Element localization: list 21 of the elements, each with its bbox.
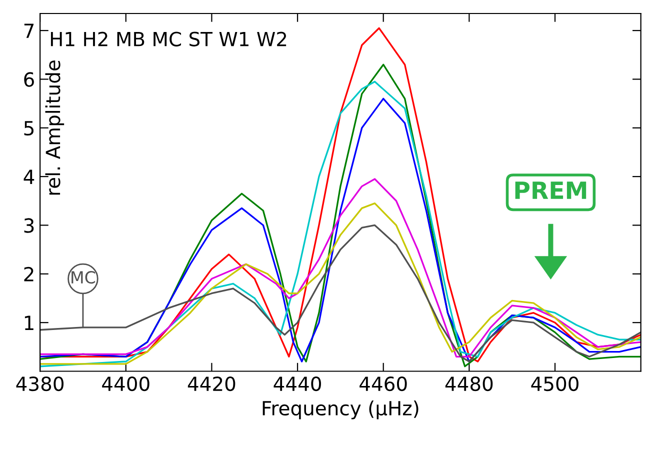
y-tick-label: 5 (24, 121, 34, 136)
y-axis-title: rel. Amplitude (45, 60, 64, 195)
annotation: H1 H2 MB MC ST W1 W2 (50, 32, 286, 46)
x-tick-label: 4500 (531, 376, 578, 392)
x-tick-label: 4420 (188, 376, 236, 392)
x-tick-label: 4460 (360, 376, 407, 392)
y-tick-label: 7 (24, 24, 34, 38)
x-tick-label: 4400 (102, 376, 150, 392)
line-series (40, 202, 641, 365)
x-axis-title: Frequency (µHz) (262, 400, 418, 420)
y-tick-label: 3 (24, 218, 34, 233)
x-tick-label: 4440 (274, 376, 321, 392)
y-tick-label: 4 (24, 170, 34, 184)
y-tick-label: 6 (24, 72, 34, 87)
line-series (40, 224, 641, 362)
annotation: MC (72, 271, 96, 284)
y-tick-label: 2 (24, 266, 34, 282)
annotation: PREM (515, 182, 586, 199)
x-tick-label: 4380 (16, 376, 64, 392)
y-tick-label: 1 (24, 316, 34, 330)
x-tick-label: 4480 (445, 376, 493, 392)
